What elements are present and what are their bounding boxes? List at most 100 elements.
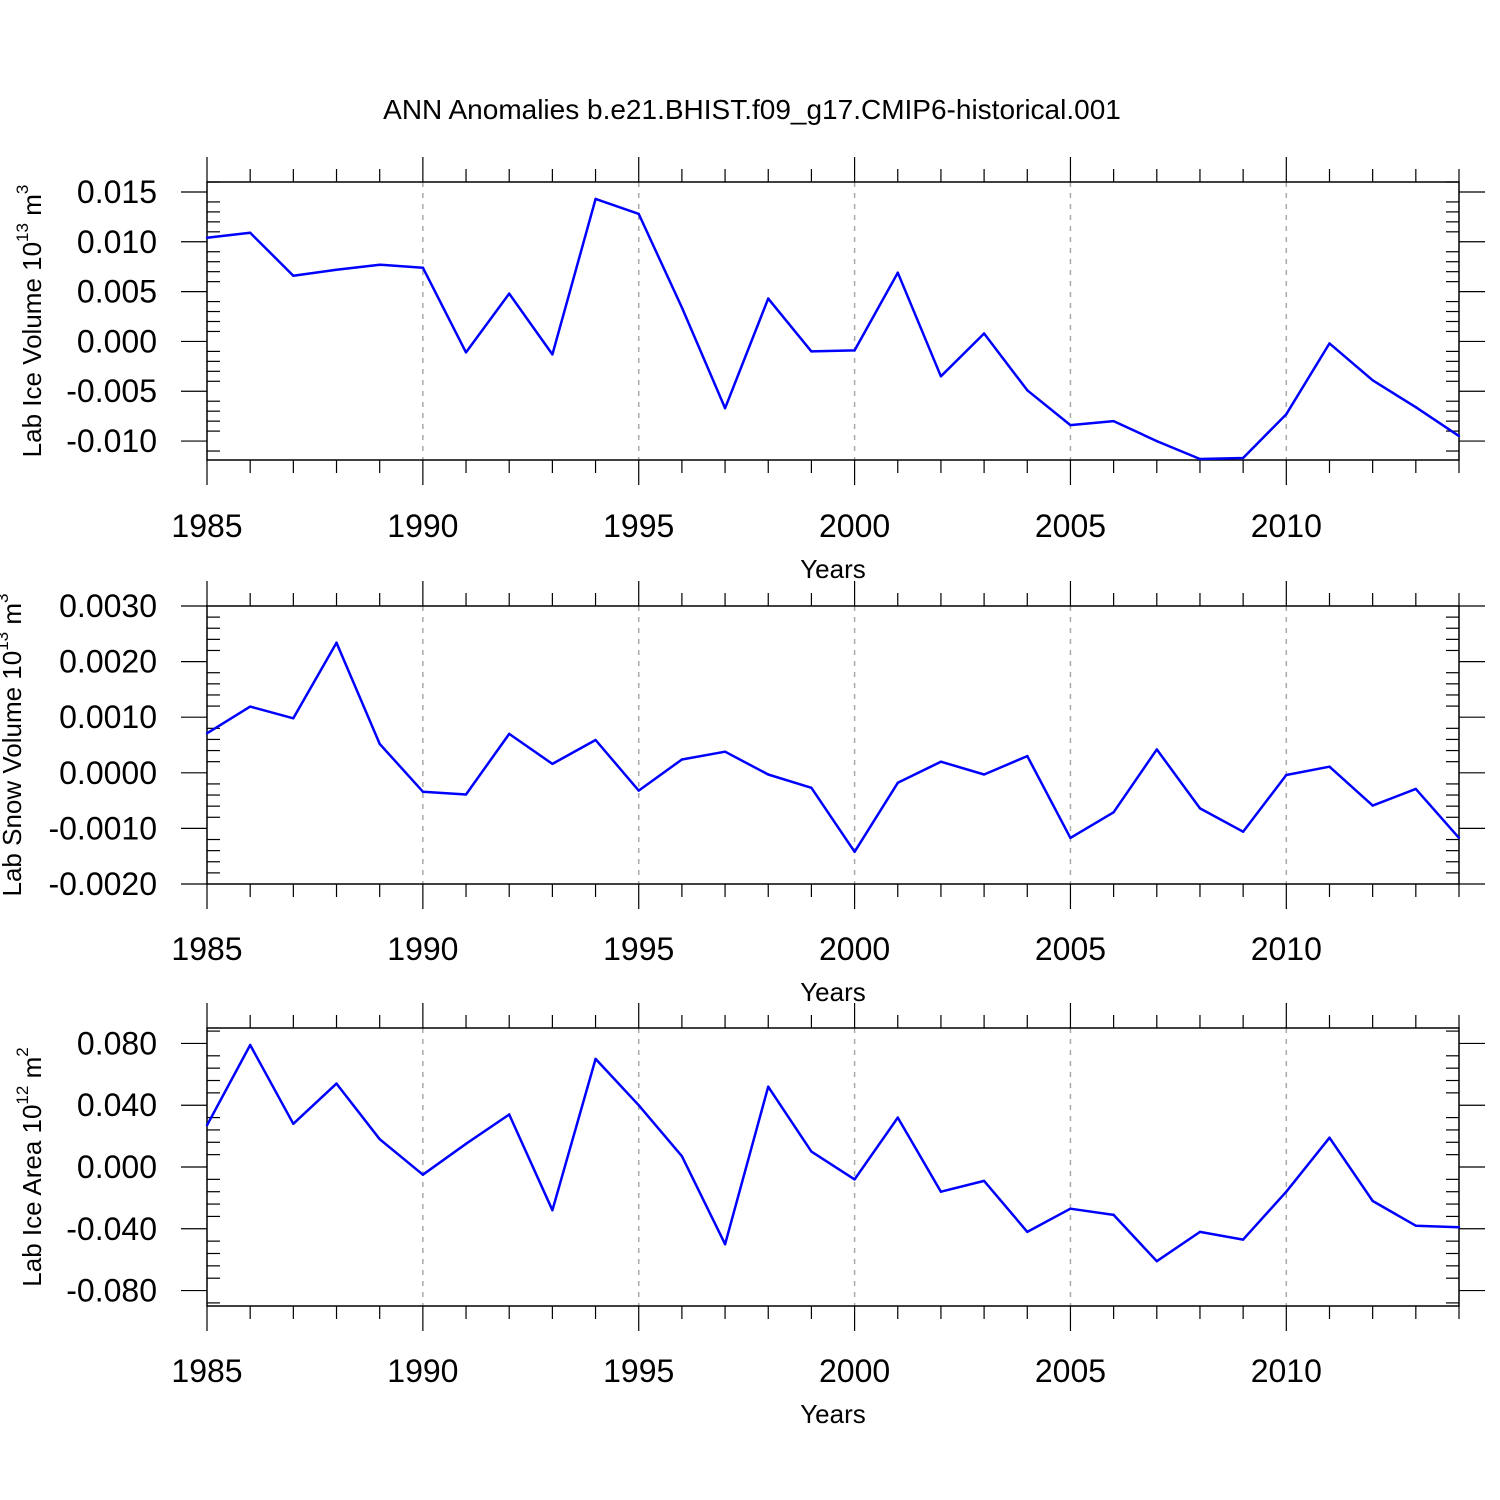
x-axis-title: Years	[800, 1399, 866, 1429]
data-point	[1241, 830, 1245, 833]
data-point	[853, 1178, 856, 1181]
y-tick-label: 0.0020	[59, 644, 157, 680]
data-point	[508, 1113, 511, 1116]
data-point	[680, 758, 684, 761]
x-tick-label: 2005	[1035, 931, 1106, 967]
data-point	[723, 406, 727, 410]
data-point	[464, 793, 468, 796]
data-point	[939, 375, 943, 378]
data-point	[378, 742, 381, 746]
x-tick-label: 1985	[171, 508, 242, 544]
data-point	[248, 705, 252, 708]
ice-area-panel: Years Lab Ice Area 1012 m2 0.080 0.040 0.0…	[13, 1003, 1485, 1429]
data-point	[292, 717, 295, 720]
data-point	[594, 197, 597, 201]
series-line	[206, 641, 1460, 854]
data-point	[896, 1116, 899, 1119]
data-point	[1457, 434, 1461, 438]
data-point	[939, 1190, 943, 1193]
data-point	[1457, 836, 1461, 840]
data-point	[205, 1124, 209, 1127]
data-point	[464, 351, 468, 354]
data-point	[680, 1154, 684, 1158]
plot-frame	[206, 1027, 1460, 1307]
data-point	[1155, 1260, 1158, 1263]
data-point	[723, 1243, 727, 1246]
data-point	[1414, 405, 1418, 409]
data-point	[1069, 1207, 1072, 1210]
data-point	[723, 750, 727, 753]
data-point	[378, 1138, 381, 1141]
data-point	[1285, 1190, 1288, 1193]
data-point	[248, 1043, 252, 1047]
x-tick-label: 2010	[1251, 508, 1322, 544]
data-point	[1026, 389, 1029, 392]
data-point	[292, 1122, 295, 1125]
data-point	[767, 1085, 770, 1088]
y-tick-label: -0.0010	[48, 810, 157, 846]
x-tick-label: 2000	[819, 508, 890, 544]
data-point	[1069, 836, 1072, 840]
data-point	[421, 790, 425, 793]
y-tick-label: 0.080	[77, 1025, 157, 1061]
data-point	[464, 1142, 468, 1146]
data-point	[1285, 412, 1288, 416]
x-tick-label: 1990	[387, 931, 458, 967]
data-point	[1198, 457, 1202, 461]
x-tick-label: 1995	[603, 1353, 674, 1389]
ice-volume-panel: Years Lab Ice Volume 1013 m3 0.015 0.010 0…	[13, 157, 1485, 584]
data-point	[1112, 811, 1115, 814]
data-point	[1198, 807, 1202, 810]
data-point	[896, 271, 899, 274]
data-point	[1371, 1199, 1374, 1203]
data-point	[1328, 342, 1331, 345]
y-tick-label: 0.005	[77, 274, 157, 310]
data-point	[896, 781, 899, 785]
x-tick-label: 1985	[171, 1353, 242, 1389]
snow-volume-panel: Years Lab Snow Volume 1013 m3 0.0030 0.00…	[0, 581, 1485, 1007]
data-point	[1155, 748, 1158, 751]
x-tick-label: 2000	[819, 1353, 890, 1389]
y-tick-label: 0.000	[77, 323, 157, 359]
plot-frame	[206, 181, 1460, 461]
data-point	[1414, 787, 1418, 791]
data-point	[551, 1209, 554, 1212]
x-axis-title: Years	[800, 554, 866, 584]
data-point	[1026, 1230, 1029, 1234]
data-point	[810, 1150, 813, 1153]
y-tick-label: 0.000	[77, 1149, 157, 1185]
data-point	[248, 231, 252, 235]
series-line	[205, 1043, 1460, 1263]
data-point	[1198, 1230, 1202, 1234]
x-tick-label: 2010	[1251, 931, 1322, 967]
y-tick-label: 0.040	[77, 1087, 157, 1123]
y-tick-label: -0.005	[66, 373, 157, 409]
data-point	[1328, 765, 1331, 768]
data-point	[205, 236, 209, 239]
data-point	[1069, 423, 1072, 427]
data-point	[637, 212, 640, 216]
x-tick-label: 2010	[1251, 1353, 1322, 1389]
y-tick-label: 0.0030	[59, 588, 157, 624]
data-point	[1112, 419, 1115, 423]
data-point	[1241, 456, 1245, 460]
data-point	[335, 1082, 338, 1085]
data-point	[810, 350, 813, 353]
data-point	[982, 773, 986, 776]
data-point	[1328, 1136, 1331, 1139]
data-point	[982, 332, 986, 335]
data-point	[1155, 439, 1158, 443]
data-point	[421, 1173, 425, 1176]
data-point	[1457, 1226, 1461, 1229]
data-point	[1371, 379, 1374, 382]
data-point	[767, 297, 770, 300]
data-point	[508, 732, 511, 736]
data-point	[680, 306, 684, 309]
y-tick-label: 0.010	[77, 224, 157, 260]
chart-title: ANN Anomalies b.e21.BHIST.f09_g17.CMIP6-…	[383, 94, 1121, 125]
data-point	[421, 266, 425, 269]
y-tick-label: 0.0010	[59, 699, 157, 735]
x-tick-label: 2005	[1035, 508, 1106, 544]
x-axis-title: Years	[800, 977, 866, 1007]
